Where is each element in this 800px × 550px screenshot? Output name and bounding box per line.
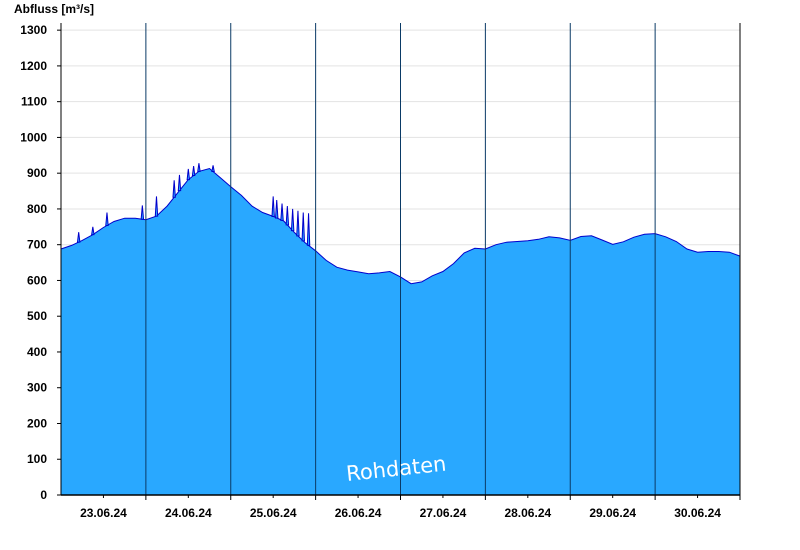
spike-mark	[296, 210, 300, 237]
spike-mark	[177, 174, 182, 192]
x-tick-label: 29.06.24	[589, 506, 636, 520]
y-tick-label: 300	[27, 381, 47, 395]
x-tick-label: 28.06.24	[504, 506, 551, 520]
axes	[57, 23, 741, 500]
spike-mark	[191, 165, 196, 177]
spike-mark	[105, 212, 109, 227]
y-tick-label: 900	[27, 166, 47, 180]
y-tick-labels: 0 100 200 300 400 500 600 700 800 900 1000 1100 1200…	[20, 23, 47, 502]
y-tick-label: 1200	[20, 59, 47, 73]
x-tick-label: 27.06.24	[420, 506, 467, 520]
spike-mark	[140, 205, 145, 220]
x-tick-label: 24.06.24	[165, 506, 212, 520]
spike-mark	[290, 208, 295, 232]
spike-mark	[172, 180, 176, 198]
y-tick-label: 500	[27, 309, 47, 323]
spike-mark	[306, 213, 311, 246]
x-tick-label: 25.06.24	[250, 506, 297, 520]
spike-mark	[274, 199, 279, 219]
y-tick-label: 800	[27, 202, 47, 216]
x-tick-label: 26.06.24	[335, 506, 382, 520]
spike-mark	[91, 226, 95, 236]
spike-mark	[211, 165, 215, 173]
spike-mark	[271, 196, 275, 217]
y-tick-label: 200	[27, 416, 47, 430]
spike-mark	[197, 163, 201, 172]
y-tick-label: 100	[27, 452, 47, 466]
y-tick-label: 400	[27, 345, 47, 359]
spike-mark	[154, 196, 159, 217]
y-tick-label: 1000	[20, 130, 47, 144]
y-tick-label: 600	[27, 273, 47, 287]
spike-mark	[186, 168, 191, 181]
x-tick-labels: 23.06.24 24.06.24 25.06.24 26.06.24 27.06.24…	[80, 506, 721, 520]
spike-mark	[280, 203, 284, 221]
spike-mark	[285, 206, 290, 226]
y-tick-label: 1100	[21, 95, 47, 109]
x-tick-label: 23.06.24	[80, 506, 127, 520]
y-tick-label: 0	[40, 488, 47, 502]
day-boundary-lines	[145, 23, 656, 495]
spike-mark	[76, 232, 81, 243]
spike-mark	[301, 212, 305, 242]
x-tick-label: 30.06.24	[674, 506, 721, 520]
y-tick-label: 1300	[20, 23, 47, 37]
y-axis-title: Abfluss [m³/s]	[14, 2, 94, 16]
y-tick-label: 700	[27, 238, 47, 252]
